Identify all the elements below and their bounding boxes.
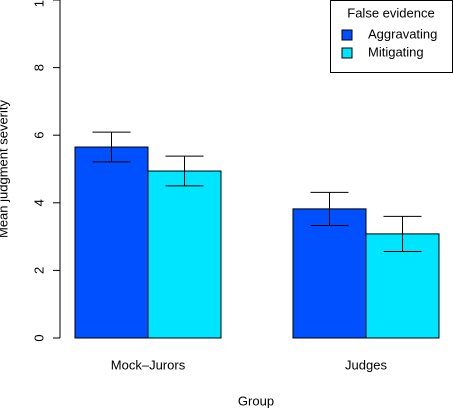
error-bar bbox=[165, 155, 204, 187]
error-bar bbox=[383, 215, 422, 252]
x-tick-label: Mock–Jurors bbox=[111, 357, 186, 372]
error-bar bbox=[310, 191, 349, 226]
y-tick-label: 4 bbox=[31, 199, 46, 206]
error-bar bbox=[92, 131, 131, 163]
bar bbox=[292, 208, 367, 339]
y-axis-label: Mean judgment severity bbox=[0, 99, 10, 238]
y-tick-label: 2 bbox=[31, 267, 46, 274]
x-tick-label: Judges bbox=[345, 357, 387, 372]
legend-title: False evidence bbox=[347, 5, 434, 20]
legend-label: Mitigating bbox=[368, 44, 424, 59]
y-tick-label: 0 bbox=[31, 334, 46, 341]
x-axis-label: Group bbox=[238, 393, 274, 408]
bar bbox=[74, 146, 149, 339]
bar bbox=[147, 170, 222, 339]
y-tick-label: 8 bbox=[31, 64, 46, 71]
legend-label: Aggravating bbox=[368, 26, 437, 41]
y-tick-label: 6 bbox=[31, 132, 46, 139]
y-tick-label: 10 bbox=[31, 0, 46, 7]
legend-swatch bbox=[341, 29, 353, 41]
legend-swatch bbox=[341, 47, 353, 59]
